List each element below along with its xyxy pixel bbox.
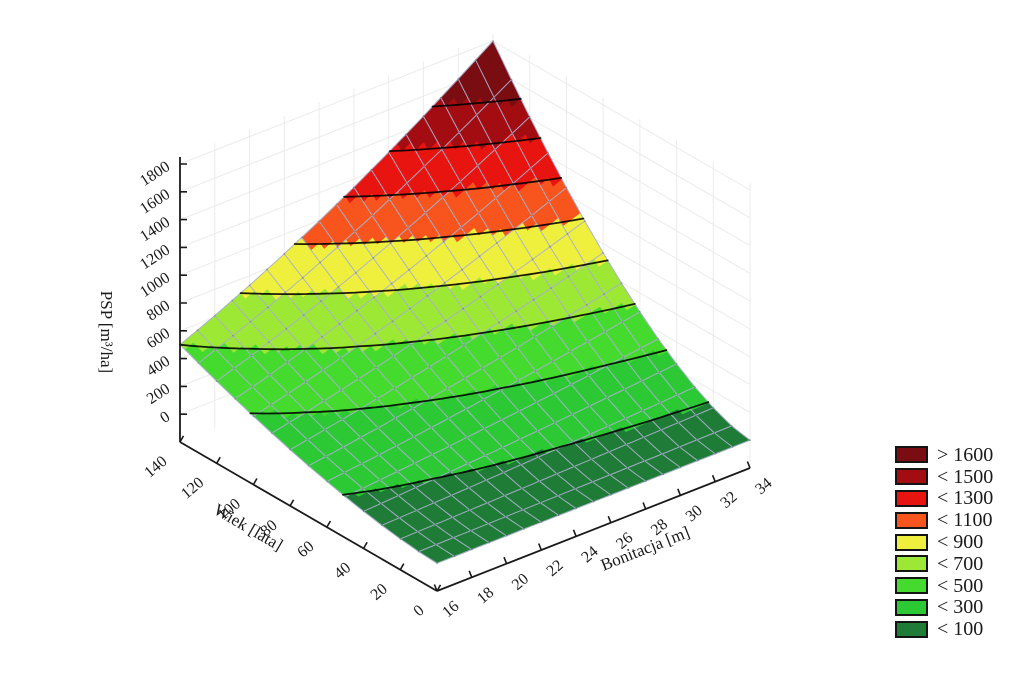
z-tick-label: 0 bbox=[157, 408, 173, 427]
y-tick-label: 34 bbox=[752, 475, 775, 498]
legend-swatch bbox=[895, 620, 928, 638]
y-tick-label: 24 bbox=[578, 543, 601, 566]
legend-item: < 500 bbox=[895, 575, 993, 597]
z-tick-label: 1800 bbox=[137, 158, 173, 190]
z-tick-label: 800 bbox=[144, 297, 173, 324]
y-axis-title: Bonitacja [m] bbox=[598, 522, 692, 574]
x-tick-label: 20 bbox=[368, 581, 391, 604]
z-axis-title: PSP [m³/ha] bbox=[97, 291, 116, 373]
legend-item: < 300 bbox=[895, 597, 993, 619]
y-tick-label: 32 bbox=[717, 488, 740, 511]
z-tick-label: 400 bbox=[144, 353, 173, 380]
legend-swatch bbox=[895, 555, 928, 573]
x-tick-label: 140 bbox=[141, 453, 170, 481]
contour-lines bbox=[179, 97, 710, 496]
z-tick-label: 600 bbox=[144, 325, 173, 352]
legend-swatch bbox=[895, 489, 928, 507]
legend-label: < 1300 bbox=[937, 487, 994, 510]
legend-swatch bbox=[895, 598, 928, 616]
axis-ticks bbox=[179, 163, 751, 592]
legend-label: > 1600 bbox=[937, 443, 994, 466]
z-tick-label: 1000 bbox=[137, 269, 173, 301]
mesh-node-dots bbox=[179, 40, 751, 565]
y-axis-line bbox=[436, 467, 751, 592]
surface-mesh bbox=[179, 40, 751, 564]
legend-swatch bbox=[895, 511, 928, 529]
legend-item: < 1300 bbox=[895, 488, 993, 510]
z-tick-label: 1600 bbox=[137, 186, 173, 218]
y-tick-label: 16 bbox=[439, 598, 462, 621]
legend-label: < 500 bbox=[937, 574, 984, 597]
legend-swatch bbox=[895, 533, 928, 551]
z-tick-label: 200 bbox=[144, 380, 173, 407]
legend-label: < 100 bbox=[937, 618, 984, 641]
legend: > 1600 < 1500 < 1300 < 1100 < 900 < 700 < 500 <… bbox=[895, 444, 993, 640]
legend-item: < 1100 bbox=[895, 509, 993, 531]
legend-item: < 1500 bbox=[895, 466, 993, 488]
y-tick-label: 30 bbox=[683, 502, 706, 525]
legend-label: < 1500 bbox=[937, 465, 994, 488]
legend-label: < 1100 bbox=[937, 509, 993, 532]
y-tick-label: 22 bbox=[544, 557, 567, 580]
legend-swatch bbox=[895, 446, 928, 464]
legend-label: < 700 bbox=[937, 552, 984, 575]
y-tick-label: 20 bbox=[509, 570, 532, 593]
legend-item: < 700 bbox=[895, 553, 993, 575]
legend-item: < 100 bbox=[895, 618, 993, 640]
legend-swatch bbox=[895, 577, 928, 595]
z-tick-label: 1400 bbox=[137, 214, 173, 246]
x-tick-label: 40 bbox=[331, 559, 354, 582]
legend-item: < 900 bbox=[895, 531, 993, 553]
legend-label: < 300 bbox=[937, 596, 984, 619]
x-axis-line bbox=[179, 441, 438, 592]
legend-item: > 1600 bbox=[895, 444, 993, 466]
x-tick-label: 0 bbox=[411, 602, 428, 620]
z-tick-label: 1200 bbox=[137, 241, 173, 273]
x-tick-label: 120 bbox=[178, 474, 207, 502]
x-tick-label: 60 bbox=[294, 538, 317, 561]
legend-swatch bbox=[895, 468, 928, 486]
y-tick-label: 18 bbox=[474, 584, 497, 607]
legend-label: < 900 bbox=[937, 531, 984, 554]
